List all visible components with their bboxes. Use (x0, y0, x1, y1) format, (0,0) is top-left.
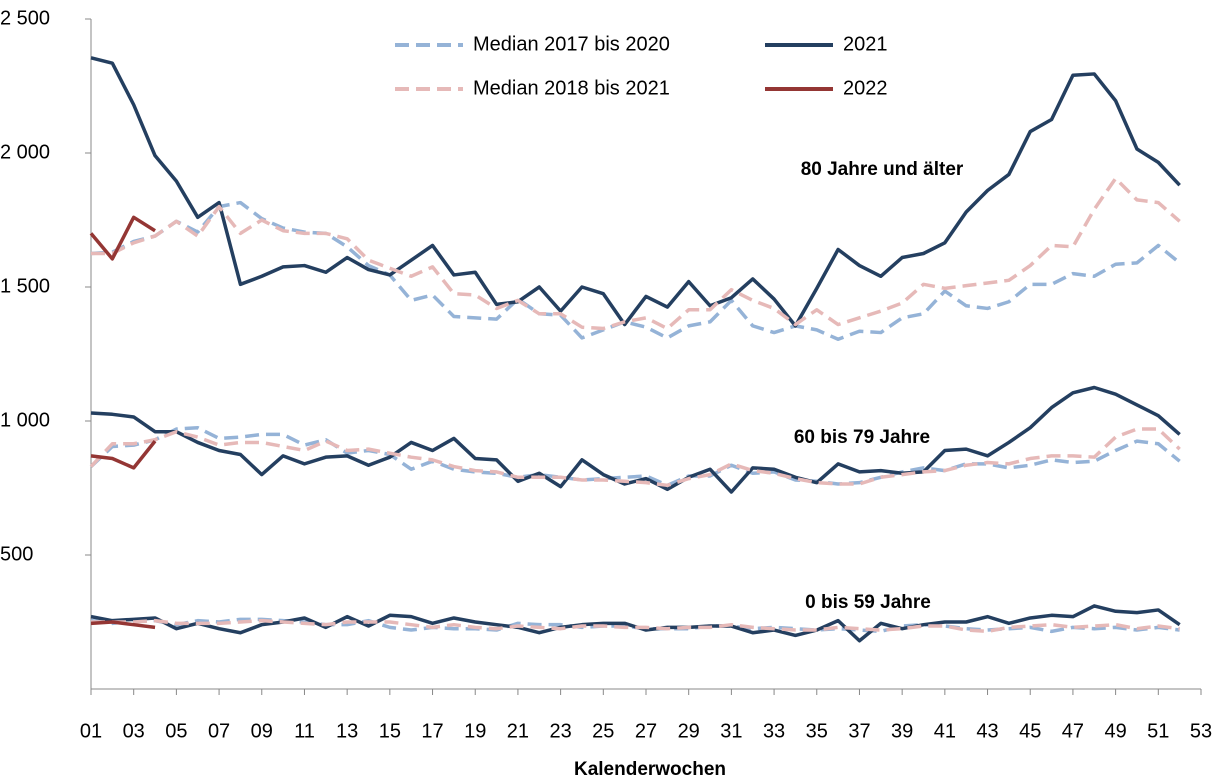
x-tick-label: 07 (208, 720, 230, 742)
x-axis-label: Kalenderwochen (574, 759, 726, 780)
x-tick-label: 33 (763, 720, 785, 742)
series-line (91, 618, 1180, 634)
series-line (91, 176, 1181, 331)
legend-label: 2021 (843, 33, 888, 55)
x-tick-label: 09 (251, 720, 273, 742)
x-tick-label: 31 (720, 720, 742, 742)
legend-label: Median 2017 bis 2020 (473, 33, 670, 55)
series-line (90, 56, 1181, 328)
x-tick-label: 43 (976, 720, 998, 742)
x-tick-label: 39 (891, 720, 913, 742)
x-tick-label: 19 (464, 720, 486, 742)
series-line (90, 620, 156, 630)
x-tick-label: 17 (421, 720, 443, 742)
y-tick-label: 1 500 (0, 275, 50, 297)
x-tick-label: 21 (507, 720, 529, 742)
series-line (89, 427, 1181, 488)
x-tick-label: 51 (1147, 720, 1169, 742)
x-tick-label: 03 (123, 720, 145, 742)
x-tick-label: 53 (1190, 720, 1212, 742)
y-tick-label: 500 (0, 543, 33, 565)
x-tick-label: 01 (80, 720, 102, 742)
group-label: 60 bis 79 Jahre (794, 427, 930, 448)
x-tick-label: 47 (1062, 720, 1084, 742)
x-tick-label: 23 (549, 720, 571, 742)
x-tick-label: 35 (806, 720, 828, 742)
x-tick-label: 37 (848, 720, 870, 742)
x-tick-label: 15 (379, 720, 401, 742)
x-tick-label: 41 (934, 720, 956, 742)
x-tick-label: 45 (1019, 720, 1041, 742)
group-label: 0 bis 59 Jahre (805, 592, 931, 613)
legend-label: 2022 (843, 77, 888, 99)
x-tick-label: 05 (165, 720, 187, 742)
legend-label: Median 2018 bis 2021 (473, 77, 670, 99)
y-tick-label: 2 500 (0, 7, 50, 29)
x-tick-label: 11 (294, 720, 315, 742)
x-tick-label: 25 (592, 720, 614, 742)
series-line (90, 200, 1181, 342)
x-tick-label: 29 (678, 720, 700, 742)
x-tick-label: 13 (336, 720, 358, 742)
y-tick-label: 1 000 (0, 409, 50, 431)
series-line (90, 604, 1181, 643)
series-line (89, 425, 1181, 488)
x-tick-label: 49 (1104, 720, 1126, 742)
y-tick-label: 2 000 (0, 141, 50, 163)
group-label: 80 Jahre und älter (801, 159, 964, 180)
series-line (90, 440, 157, 470)
series-line (89, 215, 156, 261)
x-tick-label: 27 (635, 720, 657, 742)
series-line (90, 385, 1181, 494)
